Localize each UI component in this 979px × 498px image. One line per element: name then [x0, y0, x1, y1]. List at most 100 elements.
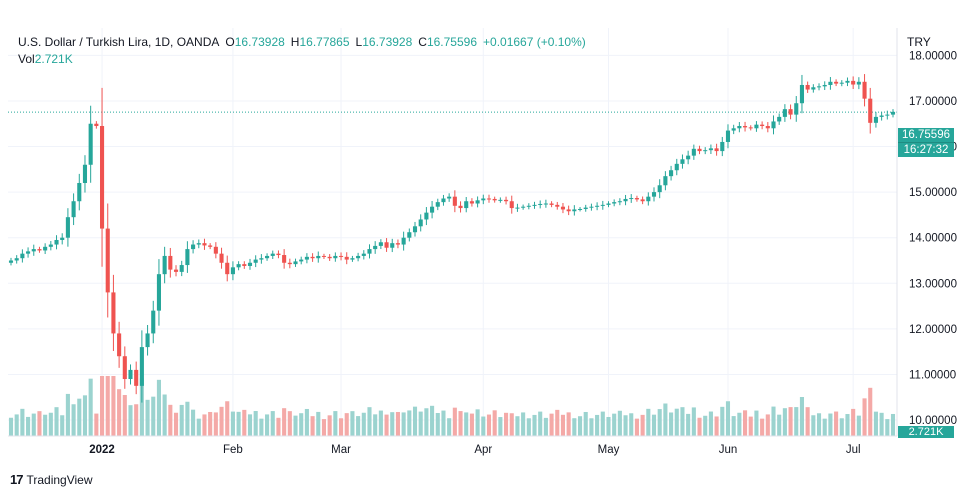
candle: [560, 203, 566, 214]
candle: [151, 300, 156, 344]
candle: [242, 261, 247, 269]
candle: [646, 192, 651, 206]
volume-bar: [760, 418, 765, 436]
volume-bar: [43, 414, 48, 436]
candle: [634, 195, 639, 202]
candle: [356, 252, 361, 262]
candle: [760, 121, 765, 130]
volume-bar: [202, 414, 207, 436]
volume-bar: [60, 415, 65, 436]
candle: [94, 121, 99, 129]
volume-bar: [646, 408, 651, 436]
candle-body: [885, 114, 890, 116]
candle-body: [532, 204, 537, 206]
volume-bar: [424, 408, 429, 436]
volume-bar: [543, 417, 548, 436]
candle: [48, 241, 53, 251]
countdown-tag: 16:27:32: [898, 142, 954, 157]
volume-bar: [430, 405, 435, 436]
candle-body: [686, 155, 691, 160]
candle-body: [196, 243, 201, 245]
candle: [435, 198, 440, 211]
time-tick-label: 2022: [89, 444, 115, 456]
candle: [253, 255, 258, 268]
candle: [390, 238, 395, 253]
candle: [543, 199, 548, 208]
volume-bar: [401, 412, 406, 436]
candle-body: [259, 258, 264, 260]
volume-bar: [509, 413, 514, 436]
volume-bar: [526, 418, 531, 436]
candle-body: [401, 237, 406, 245]
candle-body: [788, 109, 793, 115]
candle: [708, 144, 713, 155]
close-value: 16.75596: [426, 35, 478, 49]
volume-bar: [686, 413, 691, 436]
volume-bar: [270, 411, 275, 436]
price-axis[interactable]: 18.0000017.0000016.0000015.0000014.00000…: [896, 28, 957, 436]
volume-bar: [54, 407, 59, 436]
candle: [99, 87, 105, 267]
candle-body: [424, 212, 429, 220]
candle: [43, 243, 48, 255]
price-tick-label: 14.00000: [909, 233, 957, 245]
volume-bar: [794, 407, 799, 436]
candle-body: [145, 333, 150, 348]
volume-bar: [412, 406, 418, 436]
volume-bar: [390, 412, 395, 436]
volume-bar: [799, 397, 805, 436]
volume-bar: [156, 379, 161, 436]
candle-body: [629, 198, 634, 200]
candle-body: [316, 255, 321, 259]
candle: [191, 240, 196, 254]
candle: [37, 246, 42, 253]
chart-grid: [8, 28, 897, 436]
volume-bar: [253, 411, 258, 436]
volume-label[interactable]: Vol: [18, 52, 35, 66]
candle-body: [242, 264, 247, 266]
symbol-title[interactable]: U.S. Dollar / Turkish Lira, 1D, OANDA: [18, 35, 220, 49]
candle-body: [82, 164, 88, 183]
volume-bar: [828, 413, 833, 436]
volume-bar: [293, 415, 298, 436]
candle: [669, 165, 674, 181]
candle-body: [361, 253, 366, 256]
candle-body: [720, 141, 725, 152]
candle-body: [612, 202, 617, 204]
candle: [856, 77, 861, 90]
volume-bar: [65, 393, 70, 436]
candle-body: [179, 265, 184, 272]
candle-body: [651, 192, 657, 197]
candle-body: [105, 228, 110, 293]
candle-body: [407, 232, 412, 238]
candle: [515, 203, 520, 212]
candle: [851, 76, 856, 89]
volume-bar: [560, 414, 566, 436]
candlesticks: [8, 74, 896, 403]
volume-bar: [617, 410, 622, 436]
volume-bar: [862, 398, 867, 436]
candle: [651, 187, 657, 202]
volume-bar: [139, 378, 144, 436]
volume-bar: [583, 411, 588, 436]
candle: [367, 244, 372, 259]
candle-body: [560, 206, 566, 210]
candle-body: [583, 207, 588, 209]
candle-body: [851, 80, 856, 85]
volume-bar: [31, 413, 36, 436]
price-tick-label: 12.00000: [909, 324, 957, 336]
price-tick-label: 15.00000: [909, 187, 957, 199]
last-price-tag: 16.75596: [898, 128, 954, 142]
volume-bar: [492, 410, 497, 436]
time-axis[interactable]: 2022 Feb Mar Apr May Jun Jul: [8, 435, 897, 456]
candle: [720, 136, 725, 157]
tradingview-brand[interactable]: 17 TradingView: [10, 472, 93, 487]
volume-bars: [8, 376, 896, 436]
volume-bar: [134, 404, 139, 436]
candle-body: [350, 258, 355, 260]
candle: [606, 201, 611, 208]
candle-body: [253, 259, 258, 263]
time-tick-label: Jun: [719, 444, 738, 456]
volume-bar: [208, 411, 213, 436]
